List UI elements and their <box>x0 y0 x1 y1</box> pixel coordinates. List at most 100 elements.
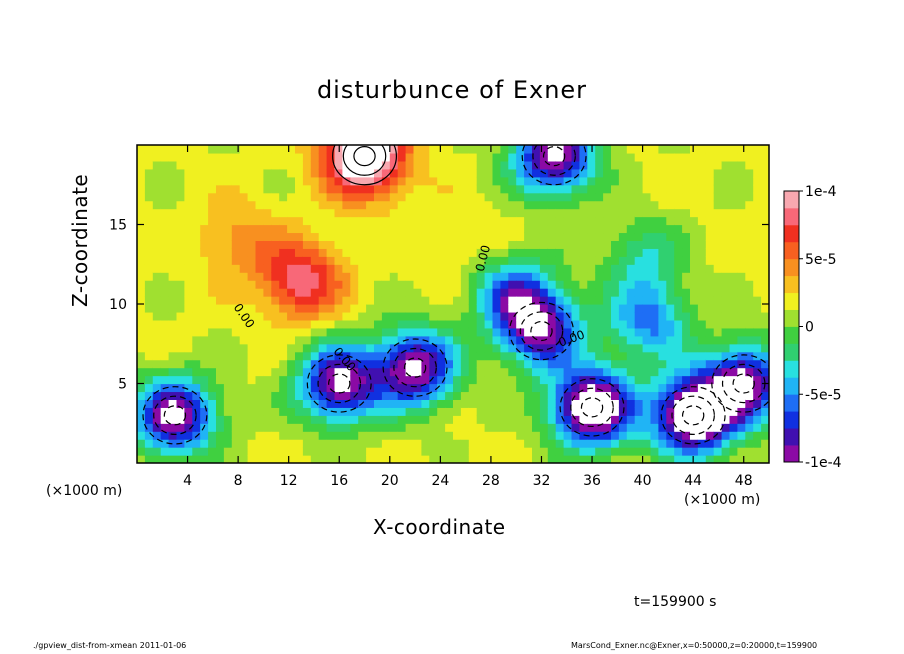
heat-cell <box>350 311 359 321</box>
heat-cell <box>144 407 154 416</box>
heat-cell <box>682 343 691 353</box>
colorbar-segment <box>784 411 799 429</box>
heat-cell <box>500 272 509 281</box>
heat-cell <box>737 304 746 313</box>
heat-cell <box>761 145 769 154</box>
heat-cell <box>547 399 557 408</box>
heat-cell <box>524 335 533 345</box>
heat-cell <box>532 335 541 345</box>
heat-cell <box>295 415 304 424</box>
heat-cell <box>697 152 707 162</box>
heat-cell <box>192 327 201 337</box>
heat-cell <box>690 375 699 385</box>
heat-cell <box>295 272 304 281</box>
heat-cell <box>650 232 659 241</box>
heat-cell <box>437 145 446 154</box>
heat-cell <box>152 327 162 337</box>
heat-cell <box>603 216 612 226</box>
heat-cell <box>492 208 501 218</box>
heat-cell <box>366 280 375 289</box>
heat-cell <box>595 327 604 337</box>
heat-cell <box>310 184 320 194</box>
heat-cell <box>563 208 573 218</box>
heat-cell <box>571 327 580 337</box>
heat-cell <box>445 391 454 400</box>
heat-cell <box>381 439 391 448</box>
heat-cell <box>271 383 280 393</box>
heat-cell <box>761 311 769 321</box>
heat-cell <box>611 455 620 463</box>
heat-cell <box>413 208 422 218</box>
heat-cell <box>587 216 596 226</box>
heat-cell <box>650 311 659 321</box>
heat-cell <box>397 248 407 257</box>
heat-cell <box>334 335 343 345</box>
heat-cell <box>642 455 652 463</box>
heat-cell <box>279 176 288 186</box>
heat-cell <box>144 256 154 265</box>
heat-cell <box>603 383 612 393</box>
heat-cell <box>500 351 509 361</box>
heat-cell <box>200 304 209 313</box>
heat-cell <box>563 343 573 353</box>
heat-cell <box>753 152 762 162</box>
heat-cell <box>460 359 470 369</box>
heat-cell <box>334 351 343 361</box>
heat-cell <box>429 391 438 400</box>
heat-cell <box>152 431 162 440</box>
heat-cell <box>587 351 596 361</box>
heat-cell <box>342 184 351 194</box>
heat-cell <box>279 152 288 162</box>
heat-cell <box>697 280 707 289</box>
heat-cell <box>539 383 549 393</box>
heat-cell <box>342 367 351 377</box>
heat-cell <box>729 335 738 345</box>
heat-cell <box>137 319 146 329</box>
heat-cell <box>287 208 296 218</box>
heat-cell <box>571 375 580 385</box>
heat-cell <box>144 240 154 249</box>
heat-cell <box>737 335 746 345</box>
heat-cell <box>287 192 296 202</box>
heat-cell <box>745 335 754 345</box>
heat-cell <box>721 319 731 329</box>
heat-cell <box>508 439 517 448</box>
heat-cell <box>429 200 438 210</box>
heat-cell <box>279 256 288 265</box>
heat-cell <box>579 264 588 273</box>
heat-cell <box>484 240 494 249</box>
heat-cell <box>555 168 565 178</box>
heat-cell <box>579 407 588 416</box>
heat-cell <box>587 256 596 265</box>
heat-cell <box>476 343 486 353</box>
heat-cell <box>642 415 652 424</box>
heat-cell <box>460 145 470 154</box>
heat-cell <box>658 399 667 408</box>
heat-cell <box>421 272 430 281</box>
heat-cell <box>603 423 612 432</box>
heat-cell <box>705 359 715 369</box>
colorbar-segment <box>784 275 799 294</box>
heat-cell <box>666 240 675 249</box>
heat-cell <box>753 375 762 385</box>
heat-cell <box>666 391 675 400</box>
heat-cell <box>697 407 707 416</box>
heat-cell <box>437 192 446 202</box>
heat-cell <box>239 327 249 337</box>
heat-cell <box>137 296 146 305</box>
heat-cell <box>642 296 652 305</box>
heat-cell <box>239 311 249 321</box>
heat-cell <box>492 192 501 202</box>
heat-cell <box>389 216 399 226</box>
heat-cell <box>705 280 715 289</box>
heat-cell <box>295 439 304 448</box>
heat-cell <box>737 431 746 440</box>
heat-cell <box>658 272 667 281</box>
heat-cell <box>421 160 430 170</box>
heat-cell <box>255 248 264 257</box>
heat-cell <box>587 319 596 329</box>
heat-cell <box>658 343 667 353</box>
heat-cell <box>271 176 280 186</box>
heat-cell <box>579 439 588 448</box>
heat-cell <box>650 264 659 273</box>
